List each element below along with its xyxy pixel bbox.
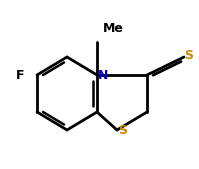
Text: F: F (16, 68, 24, 81)
Text: S: S (118, 124, 127, 137)
Text: Me: Me (103, 21, 124, 34)
Text: N: N (98, 68, 108, 81)
Text: S: S (184, 49, 193, 62)
